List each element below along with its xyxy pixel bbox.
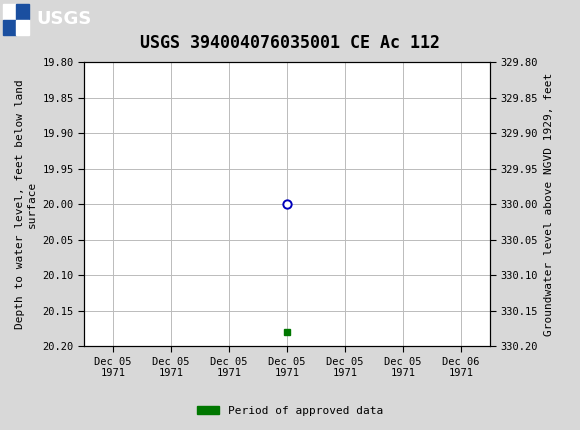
Text: USGS 394004076035001 CE Ac 112: USGS 394004076035001 CE Ac 112	[140, 34, 440, 52]
Bar	[3, 20, 16, 35]
Bar	[16, 4, 29, 18]
Y-axis label: Groundwater level above NGVD 1929, feet: Groundwater level above NGVD 1929, feet	[543, 73, 553, 336]
Bar	[16, 20, 29, 35]
Legend: Period of approved data: Period of approved data	[193, 401, 387, 420]
Bar	[3, 4, 16, 18]
Y-axis label: Depth to water level, feet below land
surface: Depth to water level, feet below land su…	[15, 80, 37, 329]
Text: USGS: USGS	[36, 10, 91, 28]
